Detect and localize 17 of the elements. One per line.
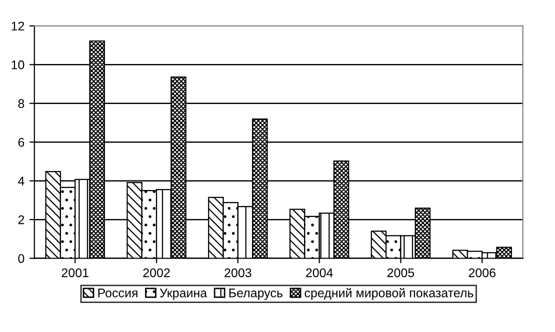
y-tick-label: 8 [18, 99, 24, 108]
y-tick-label: 2 [18, 215, 24, 224]
x-tick-label: 2005 [387, 268, 414, 278]
x-tick-label: 2003 [224, 268, 252, 278]
x-tick-label: 2001 [62, 268, 88, 278]
legend-label: средний мировой показатель [304, 288, 474, 300]
y-tick-label: 6 [18, 138, 24, 147]
legend-label: Россия [98, 288, 138, 298]
y-tick-label: 12 [12, 22, 24, 30]
y-tick-label: 0 [18, 254, 24, 263]
legend-label: Украина [160, 288, 208, 300]
x-tick-label: 2002 [143, 268, 170, 278]
y-tick-label: 4 [18, 176, 24, 186]
y-tick-label: 10 [12, 60, 24, 70]
x-tick-label: 2006 [468, 268, 496, 278]
x-tick-label: 2004 [306, 268, 333, 278]
legend-label: Беларусь [229, 288, 282, 300]
